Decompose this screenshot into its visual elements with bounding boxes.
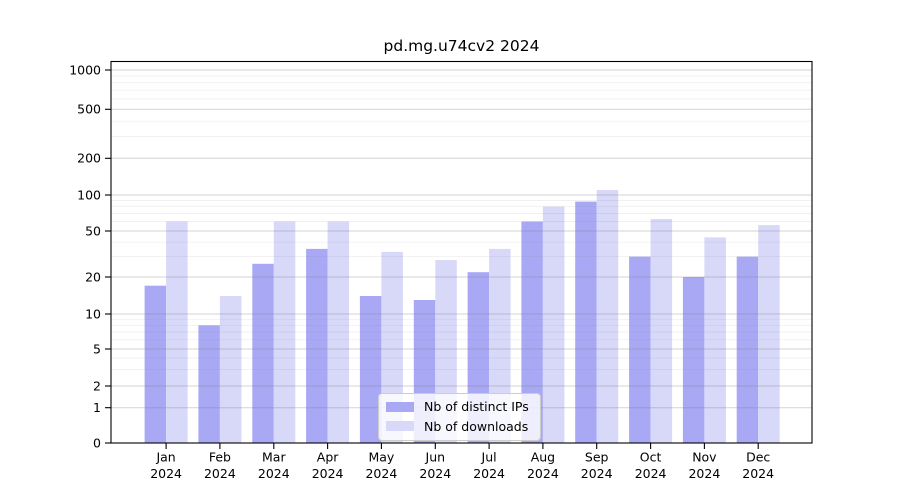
x-tick-label-month: Nov — [692, 450, 717, 465]
bar-downloads-3 — [327, 221, 350, 443]
x-tick-label-year: 2024 — [688, 466, 720, 481]
bar-ips-3 — [306, 248, 328, 443]
bar-downloads-7 — [542, 206, 565, 443]
bars-downloads — [166, 190, 780, 443]
bar-downloads-9 — [650, 219, 673, 443]
legend: Nb of distinct IPs Nb of downloads — [378, 393, 541, 442]
bar-downloads-1 — [219, 296, 242, 443]
legend-swatch-downloads — [386, 421, 414, 432]
x-tick-label-year: 2024 — [365, 466, 397, 481]
bar-ips-2 — [252, 263, 274, 443]
legend-label-distinct-ips: Nb of distinct IPs — [424, 399, 529, 414]
x-tick-label-year: 2024 — [581, 466, 613, 481]
x-tick-label-month: Jun — [425, 450, 446, 465]
bar-ips-0 — [144, 285, 167, 443]
x-tick-label-year: 2024 — [473, 466, 505, 481]
bar-downloads-11 — [758, 225, 780, 443]
x-tick-label-year: 2024 — [150, 466, 182, 481]
legend-item-distinct-ips: Nb of distinct IPs — [386, 399, 529, 415]
bar-ips-4 — [359, 296, 382, 443]
legend-swatch-distinct-ips — [386, 401, 414, 412]
x-tick-label-year: 2024 — [527, 466, 559, 481]
x-tick-label-year: 2024 — [312, 466, 344, 481]
bar-ips-1 — [198, 325, 220, 443]
y-tick-label: 1 — [93, 400, 101, 415]
bar-ips-8 — [575, 201, 597, 443]
y-tick-label: 10 — [85, 306, 101, 321]
bar-ips-7 — [521, 221, 543, 443]
x-tick-label-month: May — [368, 450, 394, 465]
x-tick-label-month: Oct — [640, 450, 662, 465]
y-tick-label: 100 — [77, 187, 101, 202]
y-tick-label: 20 — [85, 269, 101, 284]
x-tick-label-month: Aug — [531, 450, 555, 465]
chart-title: pd.mg.u74cv2 2024 — [384, 37, 540, 55]
x-tick-label-month: Feb — [209, 450, 231, 465]
bar-downloads-2 — [273, 221, 296, 443]
legend-item-downloads: Nb of downloads — [386, 419, 529, 435]
y-tick-label: 1000 — [69, 62, 101, 77]
x-tick-label-month: Jan — [155, 450, 175, 465]
x-tick-label-year: 2024 — [419, 466, 451, 481]
x-tick-label-month: Mar — [262, 450, 286, 465]
x-tick-label-year: 2024 — [742, 466, 774, 481]
y-tick-label: 50 — [85, 223, 101, 238]
legend-label-downloads: Nb of downloads — [424, 418, 529, 434]
x-tick-label-month: Dec — [746, 450, 770, 465]
x-tick-label-year: 2024 — [258, 466, 290, 481]
plot-border — [110, 60, 813, 444]
y-tick-label: 0 — [93, 435, 101, 450]
bar-downloads-8 — [596, 190, 619, 443]
bar-downloads-10 — [704, 237, 726, 443]
y-tick-label: 200 — [77, 151, 101, 166]
bar-ips-10 — [682, 277, 705, 443]
y-gridlines-major — [111, 69, 812, 409]
x-axis: Jan2024Feb2024Mar2024Apr2024May2024Jun20… — [150, 443, 774, 481]
x-tick-label-year: 2024 — [204, 466, 236, 481]
y-tick-label: 5 — [93, 341, 101, 356]
x-tick-label-year: 2024 — [635, 466, 667, 481]
bar-ips-11 — [736, 256, 759, 443]
x-tick-label-month: Jul — [481, 450, 497, 465]
y-gridlines-minor — [111, 75, 812, 371]
y-tick-label: 500 — [77, 102, 101, 117]
bar-ips-9 — [629, 256, 651, 443]
y-tick-label: 2 — [93, 378, 101, 393]
x-tick-label-month: Apr — [317, 450, 339, 465]
y-axis: 0 1 2 5 10 20 50 100 200 500 1000 — [69, 62, 111, 450]
bar-downloads-0 — [166, 221, 188, 443]
x-tick-label-month: Sep — [585, 450, 609, 465]
